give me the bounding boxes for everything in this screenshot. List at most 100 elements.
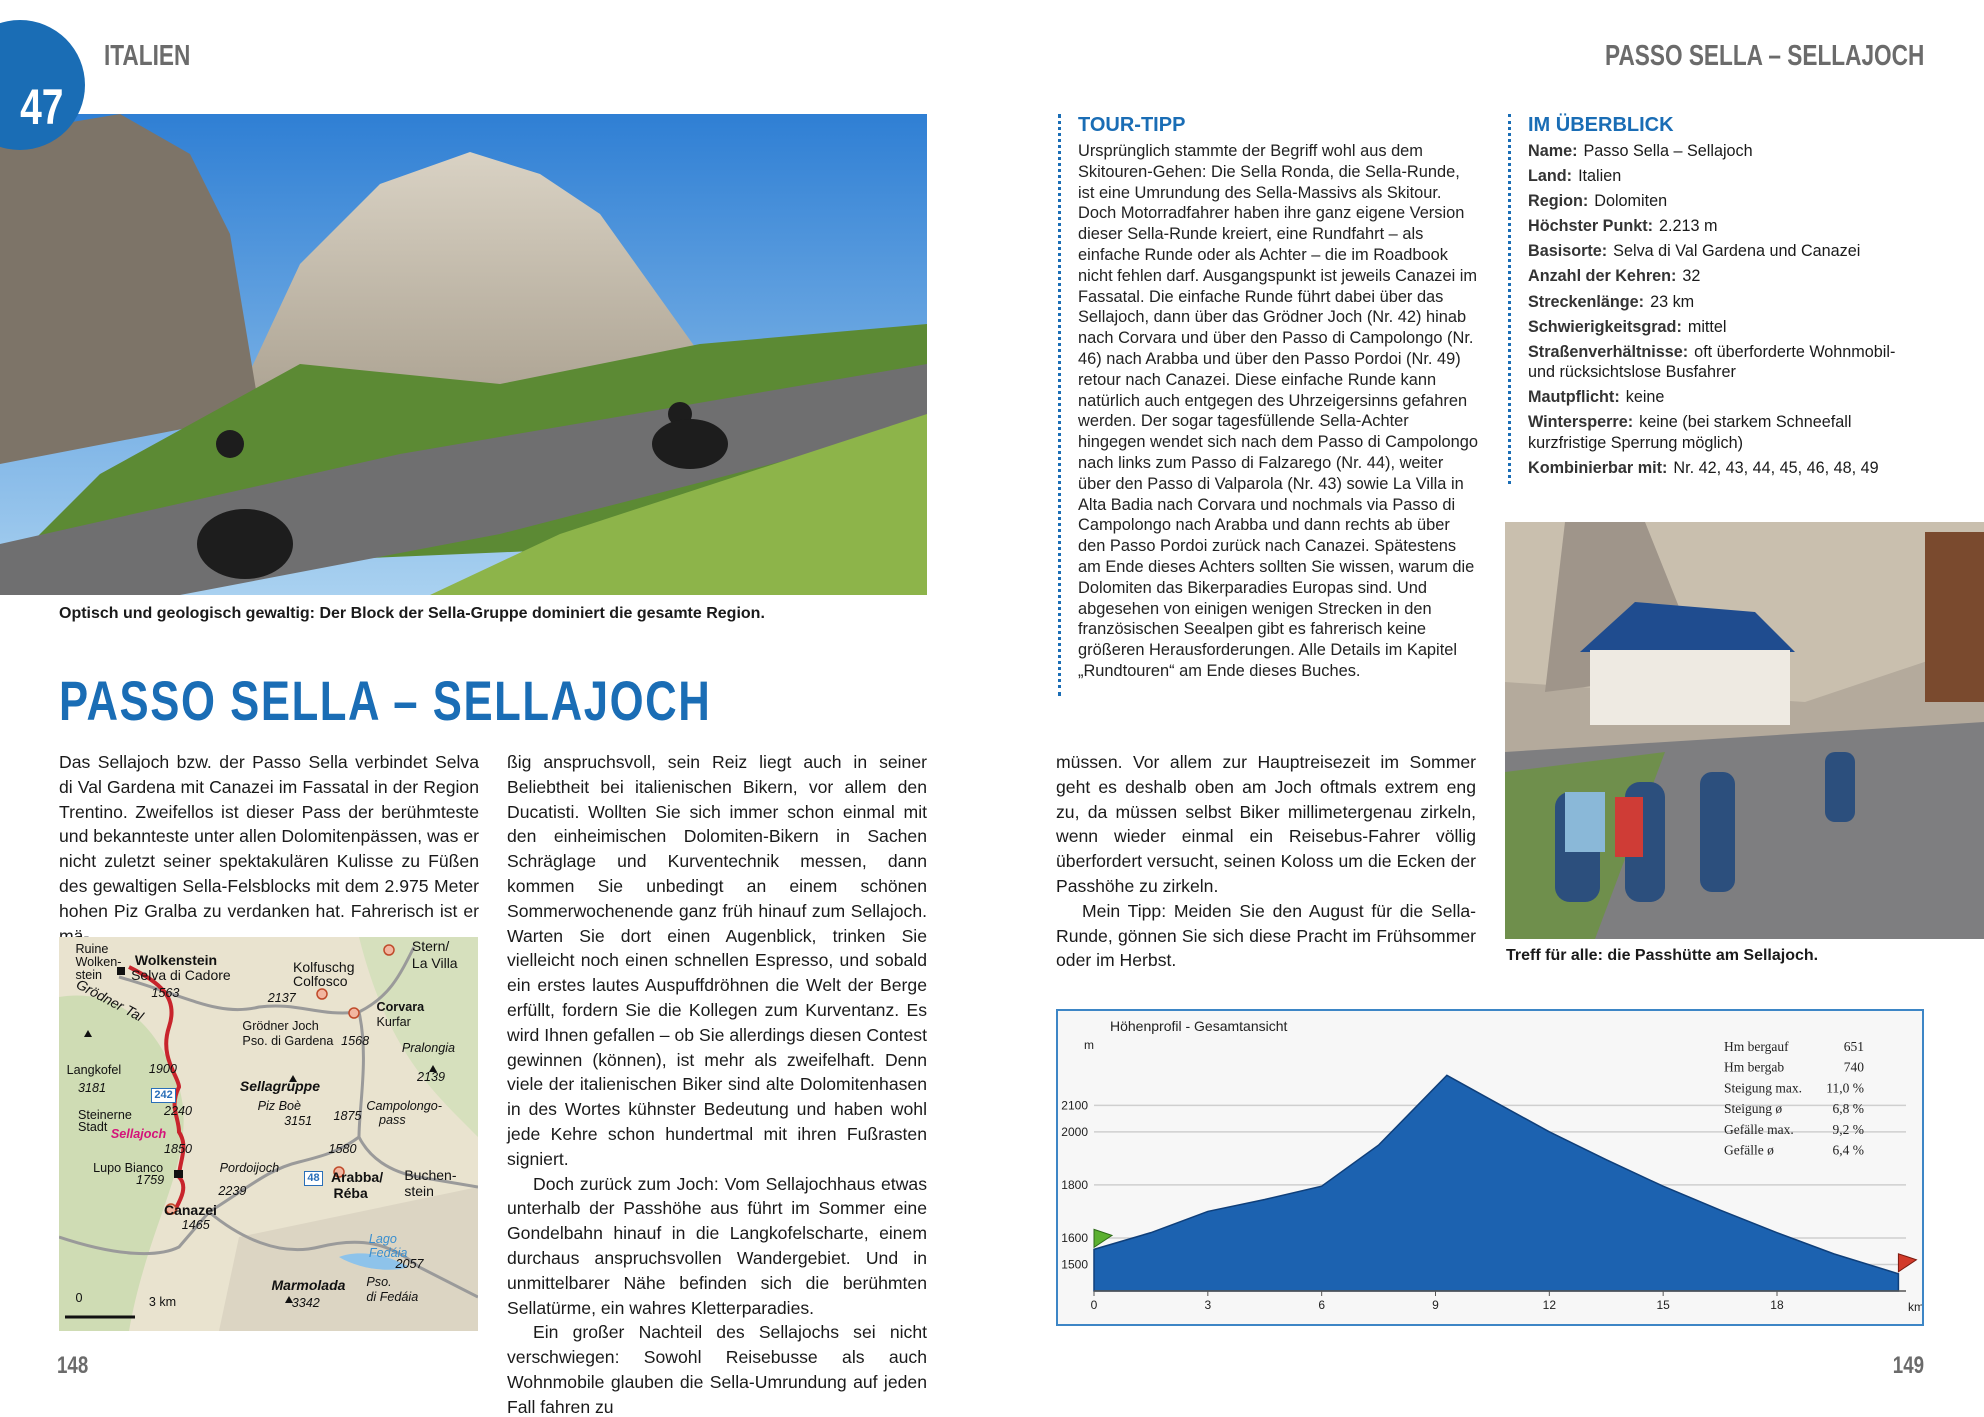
map-label: 2137 [267,991,296,1006]
stat-label: Hm bergauf [1724,1039,1789,1054]
photo-sella-road [0,114,927,595]
map-label: 2139 [416,1069,446,1084]
overview-value: oft überforderte Wohnmobil- und rücksich… [1528,342,1896,382]
map-label: 3342 [291,1296,320,1311]
overview-item: Wintersperre: keine (bei starkem Schneefa… [1528,412,1920,453]
elevation-profile: Höhenprofil - Gesamtansicht m km 1500 160… [1056,1009,1924,1326]
map-label: 3181 [77,1081,106,1096]
map-label: Sellagruppe [239,1077,321,1094]
map-label: Campolongo- [366,1098,442,1113]
map-label: 3 km [148,1294,177,1309]
map-label: Colfosco [293,972,348,989]
overview-label: Anzahl der Kehren: [1528,267,1677,286]
overview-value: 2.213 m [1659,217,1718,236]
tour-tip-title: TOUR-TIPP [1078,114,1186,136]
finish-flag [1897,1253,1918,1273]
map-label: Marmolada [271,1277,346,1294]
body-column: Das Sellajoch bzw. der Passo Sella verbi… [59,750,479,948]
elevation-area [1093,1074,1900,1292]
overview-label: Land: [1528,167,1573,186]
body-column: müssen. Vor allem zur Hauptreisezeit im … [1056,750,1476,973]
map-label: Pso. [366,1274,392,1289]
stat-label: Gefälle max. [1724,1122,1794,1137]
overview-label: Kombinierbar mit: [1528,459,1668,478]
map-label: 48 [304,1170,323,1186]
overview-label: Mautpflicht: [1528,388,1620,407]
article-title: PASSO SELLA – SELLAJOCH [59,669,712,732]
map-label: 3151 [284,1113,313,1128]
map-label: pass [379,1112,406,1127]
overview-value: Passo Sella – Sellajoch [1583,142,1753,160]
map-label: 1580 [328,1141,357,1156]
y-tick-label: 1600 [1061,1231,1088,1245]
page-number-text: 148 [57,1352,89,1379]
paragraph: Das Sellajoch bzw. der Passo Sella verbi… [59,752,479,946]
overview-label: Streckenlänge: [1528,292,1645,311]
map-label: Steinerne [77,1107,132,1122]
map-label: La Villa [411,954,458,971]
running-head-right: PASSO SELLA – SELLAJOCH [1515,40,1924,73]
overview-label: Basisorte: [1528,242,1608,261]
map-label: Lago [368,1231,397,1246]
map-label: Pralongia [401,1040,456,1055]
y-axis-label: m [1084,1038,1094,1052]
overview-value: mittel [1687,317,1727,336]
overview-value: Dolomiten [1594,192,1668,211]
running-head-right-text: PASSO SELLA – SELLAJOCH [1604,40,1924,72]
overview-item: Schwierigkeitsgrad: mittel [1528,317,1920,338]
map-background [59,937,478,1331]
map-label: Sellajoch [110,1126,167,1141]
overview-item: Höchster Punkt: 2.213 m [1528,216,1920,237]
map-label: 1568 [341,1034,370,1049]
map-label: Wolken- [75,954,122,969]
map-label: Kolfuschg [293,958,355,975]
map-label: Arabba/ [330,1168,384,1185]
stat-value: 740 [1844,1060,1865,1075]
x-tick-label: 3 [1204,1298,1211,1312]
map-label: Langkofel [66,1063,122,1078]
overview-value: Nr. 42, 43, 44, 45, 46, 48, 49 [1673,459,1879,478]
x-tick-label: 12 [1543,1298,1557,1312]
overview-box: IM ÜBERBLICK Name: Passo Sella – Sellajoc… [1508,114,1920,484]
chart-title: Höhenprofil - Gesamtansicht [1110,1018,1288,1034]
y-tick-label: 2100 [1061,1098,1088,1112]
map-label: 2057 [395,1256,424,1271]
paragraph: ßig anspruchsvoll, sein Reiz liegt auch … [507,752,927,1169]
map-label: Selva di Cadore [131,967,231,984]
start-flag [1093,1228,1114,1249]
stat-value: 9,2 % [1833,1122,1865,1137]
stat-value: 651 [1844,1039,1864,1054]
overview-item: Straßenverhältnisse: oft überforderte Woh… [1528,342,1920,383]
paragraph: Doch zurück zum Joch: Vom Sellajochhaus … [507,1173,927,1318]
overview-label: Straßenverhältnisse: [1528,342,1689,361]
map-label: Pordoijoch [219,1160,280,1175]
stat-value: 6,4 % [1833,1143,1865,1158]
stat-value: 6,8 % [1833,1101,1865,1116]
map-label: stein [404,1182,434,1199]
chapter-number-text: 47 [20,79,64,135]
y-tick-label: 1500 [1061,1257,1088,1271]
x-tick-label: 9 [1432,1298,1439,1312]
route-map: Ruine Wolken-stein Wolkenstein Selva di Cad… [59,937,478,1331]
running-head-left: ITALIEN [104,40,215,73]
map-label: 1465 [181,1217,210,1232]
map-label: 2240 [163,1103,193,1118]
map-label: di Fedáia [366,1289,419,1304]
overview-item: Region: Dolomiten [1528,191,1920,212]
map-label: Wolkenstein [134,952,218,969]
y-tick-label: 2000 [1061,1125,1088,1139]
map-label: 1850 [163,1141,193,1156]
overview-item: Land: Italien [1528,166,1920,187]
map-label: Canazei [163,1201,217,1218]
paragraph: Ein großer Nachteil des Sellajochs sei n… [507,1322,927,1417]
photo-pass-hut [1505,522,1984,939]
map-label: 1563 [151,986,180,1001]
overview-value: 32 [1682,267,1701,286]
overview-value: 23 km [1650,292,1695,311]
photo-caption: Treff für alle: die Passhütte am Sellajo… [1506,947,1819,964]
body-column: ßig anspruchsvoll, sein Reiz liegt auch … [507,750,927,1417]
overview-label: Name: [1528,142,1578,160]
overview-label: Wintersperre: [1528,413,1634,432]
overview-label: Region: [1528,192,1589,211]
